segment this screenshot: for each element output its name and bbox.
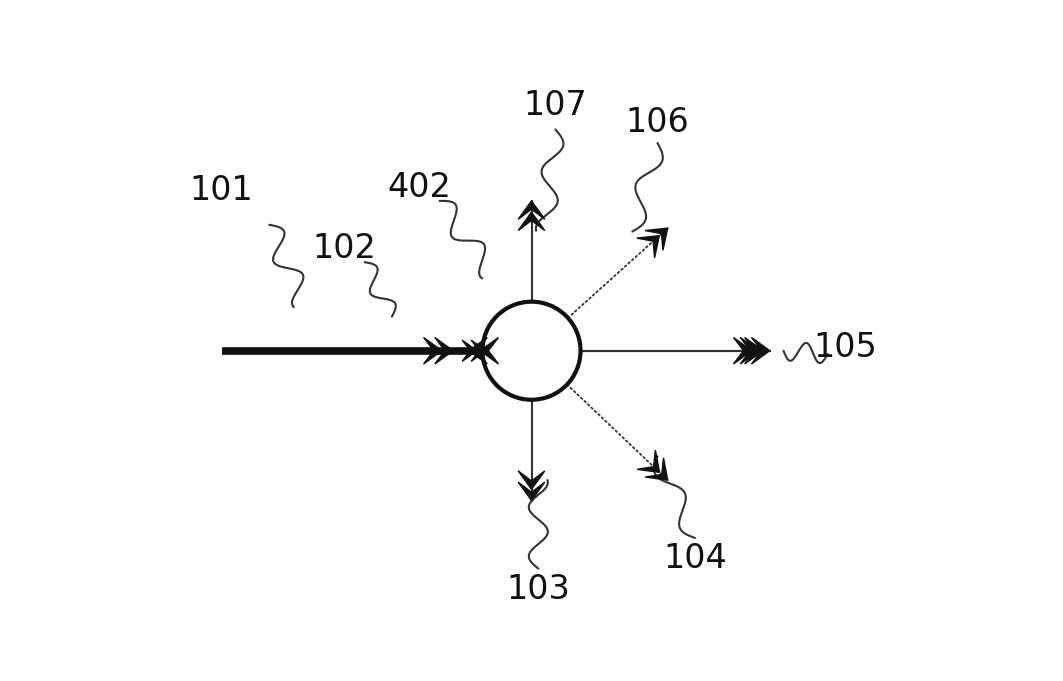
Text: 107: 107	[523, 89, 587, 122]
Polygon shape	[471, 340, 486, 362]
Polygon shape	[519, 201, 544, 219]
Text: 106: 106	[626, 106, 690, 139]
Polygon shape	[519, 471, 544, 489]
Polygon shape	[637, 450, 659, 473]
Polygon shape	[469, 338, 487, 364]
Text: 402: 402	[387, 171, 451, 204]
Polygon shape	[637, 236, 659, 258]
Text: 103: 103	[506, 573, 570, 605]
Polygon shape	[740, 338, 759, 364]
Text: 102: 102	[313, 232, 376, 265]
Polygon shape	[745, 338, 763, 364]
Polygon shape	[480, 338, 499, 364]
Polygon shape	[645, 458, 668, 480]
Text: 105: 105	[813, 331, 877, 364]
Polygon shape	[423, 338, 442, 364]
Polygon shape	[519, 482, 544, 501]
Polygon shape	[752, 338, 770, 364]
Text: 101: 101	[190, 174, 253, 207]
Text: 104: 104	[663, 542, 727, 575]
Polygon shape	[435, 338, 453, 364]
Polygon shape	[519, 212, 544, 230]
Polygon shape	[645, 228, 668, 251]
Polygon shape	[733, 338, 752, 364]
Polygon shape	[462, 340, 477, 362]
